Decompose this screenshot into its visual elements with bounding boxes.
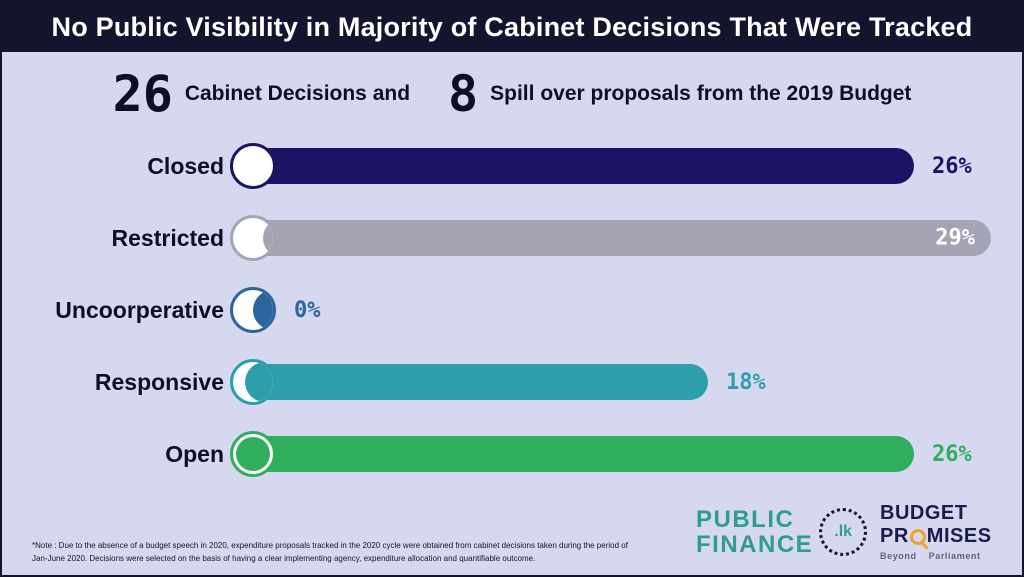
magnifier-icon — [909, 528, 926, 545]
bar-track: 18% — [230, 359, 1022, 405]
lk-stamp-badge: .lk — [819, 507, 868, 556]
value-label: 26% — [932, 441, 972, 467]
footnote: *Note : Due to the absence of a budget s… — [32, 541, 628, 563]
phase-fill — [263, 218, 273, 258]
spillover-count: 8 — [448, 65, 479, 123]
bp-line2: PR MISES — [880, 525, 992, 548]
bp-line2-pre: PR — [880, 525, 909, 547]
bar — [246, 148, 914, 184]
bar — [246, 436, 914, 472]
bar: 29% — [246, 220, 991, 256]
bar-track: 26% — [230, 431, 1022, 477]
budget-promises-logo: BUDGET PR MISES Beyond Parliament — [880, 502, 992, 561]
chart-row-open: Open 26% — [2, 418, 1022, 490]
responsive-openness-icon — [230, 359, 276, 405]
closed-openness-icon — [230, 143, 276, 189]
value-label: 18% — [726, 369, 766, 395]
chart-row-responsive: Responsive 18% — [2, 346, 1022, 418]
bp-tagline: Beyond Parliament — [880, 551, 992, 561]
decisions-count: 26 — [112, 65, 173, 123]
bp-tagline-pre: Beyond — [880, 551, 917, 561]
restricted-openness-icon — [230, 215, 276, 261]
page-title: No Public Visibility in Majority of Cabi… — [51, 11, 973, 42]
category-label: Closed — [147, 152, 224, 179]
bar-track: 26% — [230, 143, 1022, 189]
category-label: Uncoorperative — [55, 296, 224, 323]
category-label: Open — [165, 440, 224, 467]
bp-line2-post: MISES — [926, 525, 992, 547]
value-label: 0% — [294, 297, 321, 323]
value-label: 26% — [932, 153, 972, 179]
open-openness-icon — [230, 431, 276, 477]
spillover-label: Spill over proposals from the 2019 Budge… — [490, 82, 912, 105]
public-finance-wordmark: PUBLIC FINANCE — [696, 505, 814, 558]
phase-fill — [236, 437, 270, 471]
category-label: Responsive — [94, 368, 224, 395]
pf-line1: PUBLIC — [696, 505, 795, 533]
lk-badge-text: .lk — [834, 522, 853, 540]
chart-row-closed: Closed 26% — [2, 130, 1022, 202]
chart-row-uncoorperative: Uncoorperative 0% — [2, 274, 1022, 346]
bar-chart: Closed 26% Restricted 29% Uncoorperative 0% Re… — [2, 130, 1022, 490]
value-label: 29% — [935, 225, 975, 251]
bar — [246, 364, 708, 400]
pf-line2: FINANCE — [696, 530, 814, 558]
subtitle: 26 Cabinet Decisions and 8 Spill over pr… — [2, 64, 1022, 124]
chart-row-restricted: Restricted 29% — [2, 202, 1022, 274]
bar-track: 29% — [230, 215, 1022, 261]
bar-track: 0% — [230, 287, 1022, 333]
phase-fill — [253, 290, 273, 330]
phase-fill — [245, 362, 273, 402]
decisions-label: Cabinet Decisions and — [184, 82, 411, 105]
header-bar: No Public Visibility in Majority of Cabi… — [2, 2, 1022, 52]
bp-line1: BUDGET — [880, 502, 968, 524]
uncoorperative-openness-icon — [230, 287, 276, 333]
public-finance-logo: PUBLIC FINANCE .lk — [696, 505, 868, 558]
category-label: Restricted — [111, 224, 224, 251]
bp-tagline-post: Parliament — [928, 551, 981, 561]
